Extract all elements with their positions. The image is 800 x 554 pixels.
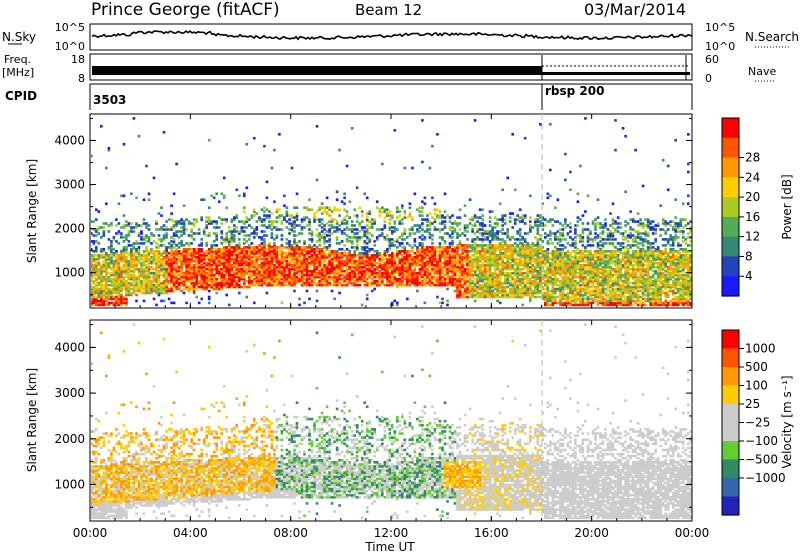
x-axis: 00:00 04:00 08:00 12:00 16:00 20:00 00:00 — [73, 114, 710, 540]
freq-tick-bottom: 8 — [78, 72, 85, 85]
freq-bar-3503 — [92, 66, 542, 75]
colorbar-segment — [722, 276, 739, 297]
x-tick-label: 08:00 — [273, 526, 308, 540]
freq-label-line2: [MHz] — [2, 66, 34, 79]
velocity-ylabel: Slant Range [km] — [25, 368, 39, 472]
nave-tick-top: 60 — [705, 53, 719, 66]
cpid-entry-rbsp: rbsp 200 — [545, 84, 604, 98]
velocity-panel: 1000 2000 3000 4000 Slant Range [km] — [25, 319, 693, 522]
colorbar-segment — [722, 330, 739, 350]
noise-left-tick-top: 10^5 — [55, 21, 85, 34]
colorbar-segment — [722, 422, 739, 442]
power-y-ticks: 1000 2000 3000 4000 — [54, 117, 692, 296]
colorbar-segment — [722, 459, 739, 479]
x-tick-label: 00:00 — [675, 526, 710, 540]
colorbar-tick-label: 25 — [745, 397, 760, 411]
colorbar-tick-label: −1000 — [745, 471, 786, 485]
velocity-colorbar: 1000 500 100 25 −25 −100 −500 −1000 Velocity [m… — [721, 329, 794, 516]
cpid-entry-3503: 3503 — [93, 93, 126, 107]
colorbar-segment — [722, 385, 739, 405]
power-data-cells — [91, 117, 692, 307]
y-tick-label: 4000 — [54, 340, 85, 354]
colorbar-segment — [722, 216, 739, 238]
x-tick-label: 00:00 — [73, 526, 108, 540]
velocity-y-ticks: 1000 2000 3000 4000 — [54, 324, 692, 508]
colorbar-tick-label: 28 — [745, 151, 760, 165]
power-colorbar: 4 8 12 16 20 24 28 Power [dB] — [721, 117, 794, 297]
colorbar-tick-label: 12 — [745, 230, 760, 244]
power-cbar-label: Power [dB] — [780, 174, 794, 239]
power-panel: 1000 2000 3000 4000 Slant Range [km] — [25, 113, 693, 309]
colorbar-segment — [722, 197, 739, 218]
y-tick-label: 3000 — [54, 386, 85, 400]
y-tick-label: 2000 — [54, 222, 85, 236]
colorbar-tick-label: −500 — [745, 453, 778, 467]
noise-sky-trace — [91, 30, 693, 41]
colorbar-tick-label: −25 — [745, 416, 770, 430]
y-tick-label: 2000 — [54, 432, 85, 446]
noise-right-tick-top: 10^5 — [705, 21, 735, 34]
cpid-panel: CPID 3503 rbsp 200 — [5, 83, 693, 110]
freq-label-line1: Freq. — [4, 53, 31, 66]
freq-bar-rbsp — [542, 72, 690, 75]
x-tick-label: 16:00 — [474, 526, 509, 540]
noise-left-label: N.Sky — [2, 30, 36, 44]
x-tick-label: 04:00 — [173, 526, 208, 540]
velocity-cbar-label: Velocity [m s⁻¹] — [780, 375, 794, 468]
cpid-label: CPID — [5, 89, 37, 103]
freq-panel: Freq. [MHz] 18 8 60 0 Nave — [2, 53, 776, 85]
colorbar-segment — [722, 496, 739, 516]
x-axis-label: Time UT — [364, 540, 415, 554]
beam-title: Beam 12 — [355, 1, 422, 19]
y-tick-label: 3000 — [54, 178, 85, 192]
colorbar-segment — [722, 236, 739, 258]
freq-tick-top: 18 — [71, 53, 85, 66]
colorbar-segment — [722, 177, 739, 198]
colorbar-segment — [722, 404, 739, 424]
colorbar-segment — [722, 441, 739, 461]
y-tick-label: 4000 — [54, 133, 85, 147]
noise-right-tick-bottom: 10^0 — [705, 40, 735, 53]
colorbar-tick-label: 8 — [745, 249, 753, 263]
colorbar-segment — [722, 137, 739, 159]
station-title: Prince George (fitACF) — [91, 0, 280, 20]
y-tick-label: 1000 — [54, 477, 85, 491]
colorbar-tick-label: 100 — [745, 379, 768, 393]
colorbar-segment — [722, 157, 739, 178]
colorbar-tick-label: 16 — [745, 210, 760, 224]
colorbar-tick-label: 500 — [745, 360, 768, 374]
colorbar-segment — [722, 478, 739, 498]
colorbar-tick-label: 20 — [745, 190, 760, 204]
x-tick-label: 12:00 — [374, 526, 409, 540]
colorbar-segment — [722, 348, 739, 368]
nave-label: Nave — [748, 65, 776, 78]
colorbar-tick-label: 4 — [745, 269, 753, 283]
noise-right-label: N.Search — [745, 30, 799, 44]
power-ylabel: Slant Range [km] — [25, 159, 39, 263]
x-tick-label: 20:00 — [574, 526, 609, 540]
colorbar-segment — [722, 256, 739, 277]
noise-panel: N.Sky 10^5 10^0 10^5 10^0 N.Search — [2, 21, 799, 53]
colorbar-tick-label: −100 — [745, 434, 778, 448]
noise-left-tick-bottom: 10^0 — [55, 40, 85, 53]
colorbar-segment — [722, 118, 739, 139]
colorbar-tick-label: 1000 — [745, 342, 776, 356]
velocity-data-cells — [91, 323, 692, 520]
colorbar-tick-label: 24 — [745, 170, 760, 184]
date-title: 03/Mar/2014 — [584, 0, 686, 19]
colorbar-segment — [722, 367, 739, 387]
nave-tick-bottom: 0 — [705, 72, 712, 85]
y-tick-label: 1000 — [54, 266, 85, 280]
